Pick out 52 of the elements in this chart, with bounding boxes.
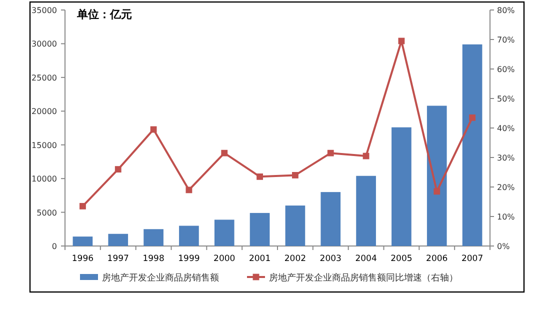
y2-tick-label: 50% (497, 94, 516, 104)
x-tick-label: 2005 (390, 254, 412, 264)
y-tick-label: 0 (52, 242, 57, 251)
y2-tick-label: 20% (497, 183, 516, 192)
y2-tick-label: 60% (497, 65, 516, 74)
x-tick-label: 2002 (284, 254, 306, 264)
x-tick-label: 2004 (355, 254, 377, 264)
x-tick-label: 2000 (214, 254, 236, 264)
point (292, 172, 298, 178)
y2-tick-label: 40% (497, 124, 516, 133)
bar (356, 176, 376, 246)
bar (179, 226, 199, 246)
bar (250, 212, 270, 246)
y-tick-label: 35000 (32, 6, 57, 15)
point (434, 188, 440, 195)
x-tick-label: 1999 (178, 254, 200, 264)
y-tick-label: 15000 (32, 140, 57, 150)
y2-tick-label: 80% (497, 6, 516, 15)
x-tick-label: 2003 (320, 254, 342, 264)
x-tick-label: 1996 (72, 254, 94, 264)
y2-tick-label: 0% (497, 242, 510, 251)
y-tick-label: 5000 (36, 208, 57, 218)
legend-label: 房地产开发企业商品房销售额 (102, 272, 219, 284)
bar (462, 44, 482, 246)
y-axis-title: 单位：亿元 (76, 8, 132, 21)
y-tick-label: 25000 (32, 73, 57, 82)
x-tick-label: 1998 (142, 254, 164, 264)
point (469, 114, 476, 121)
legend-label: 房地产开发企业商品房销售额同比增速（右轴） (269, 272, 458, 284)
bar (108, 234, 128, 246)
point (80, 202, 86, 210)
bar (144, 229, 164, 246)
x-tick-label: 2006 (426, 254, 448, 264)
y2-tick-label: 70% (497, 36, 516, 44)
bar (320, 192, 341, 246)
x-tick-label: 1997 (107, 254, 129, 264)
bar (214, 220, 234, 246)
point (114, 166, 122, 172)
y2-tick-label: 30% (497, 154, 516, 162)
x-tick-label: 2007 (461, 254, 484, 264)
y-tick-label: 30000 (32, 40, 57, 49)
point (221, 150, 228, 156)
point (256, 173, 263, 180)
bar (392, 127, 412, 246)
y-tick-label: 10000 (32, 174, 57, 184)
y2-tick-label: 10% (497, 212, 516, 222)
bar (72, 236, 93, 246)
point (327, 150, 334, 156)
y-tick-label: 20000 (32, 107, 57, 116)
bar (426, 106, 447, 246)
x-tick-label: 2001 (248, 254, 271, 264)
bar (285, 206, 306, 246)
